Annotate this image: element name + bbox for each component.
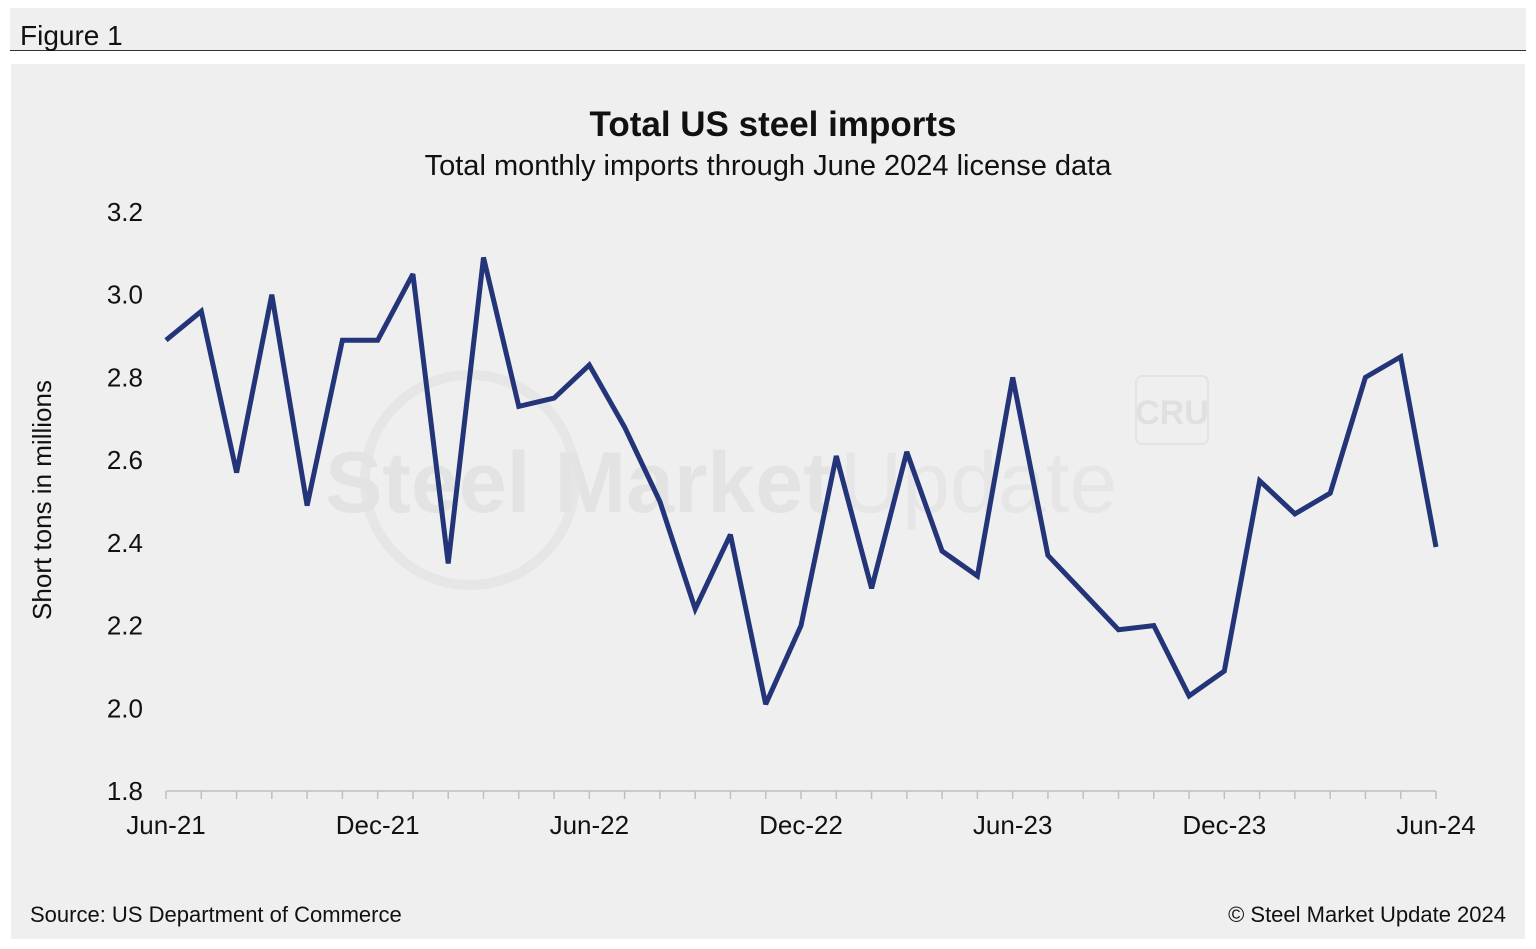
y-tick-label: 3.2 xyxy=(107,197,143,227)
y-axis-label: Short tons in millions xyxy=(27,380,57,620)
series-line xyxy=(164,256,1439,706)
chart-subtitle: Total monthly imports through June 2024 … xyxy=(425,150,1113,182)
x-tick-label: Dec-21 xyxy=(336,810,420,840)
axes: Jun-21 Dec-21 Jun-22 Dec-22 Jun-23 Dec-23 Jun-… xyxy=(107,197,1476,840)
series xyxy=(164,256,1439,706)
y-tick-label: 2.2 xyxy=(107,611,143,641)
watermark-logo-text: CRU xyxy=(1135,394,1209,432)
y-tick-label: 3.0 xyxy=(107,280,143,310)
y-tick-label: 2.0 xyxy=(107,693,143,723)
chart-panel xyxy=(10,63,1526,940)
watermark-text-bold: Steel Market xyxy=(325,435,832,531)
y-tick-label: 2.8 xyxy=(107,362,143,392)
watermark-text-light: Update xyxy=(840,435,1117,531)
x-tick-label: Jun-22 xyxy=(550,810,630,840)
figure-label: Figure 1 xyxy=(20,20,123,51)
y-tick-label: 2.4 xyxy=(107,528,143,558)
x-tick-label: Jun-23 xyxy=(973,810,1053,840)
x-tick-label: Jun-21 xyxy=(126,810,206,840)
y-tick-label: 1.8 xyxy=(107,776,143,806)
figure-header: Figure 1 xyxy=(10,8,1526,51)
watermark: Steel Market Update CRU xyxy=(325,370,1209,590)
copyright-note: © Steel Market Update 2024 xyxy=(1228,902,1506,927)
chart-title: Total US steel imports xyxy=(590,105,957,144)
x-tick-label: Dec-23 xyxy=(1182,810,1266,840)
y-tick-label: 2.6 xyxy=(107,445,143,475)
x-tick-label: Dec-22 xyxy=(759,810,843,840)
source-note: Source: US Department of Commerce xyxy=(30,902,402,927)
watermark-logo-box xyxy=(1135,375,1209,445)
x-tick-label: Jun-24 xyxy=(1396,810,1476,840)
